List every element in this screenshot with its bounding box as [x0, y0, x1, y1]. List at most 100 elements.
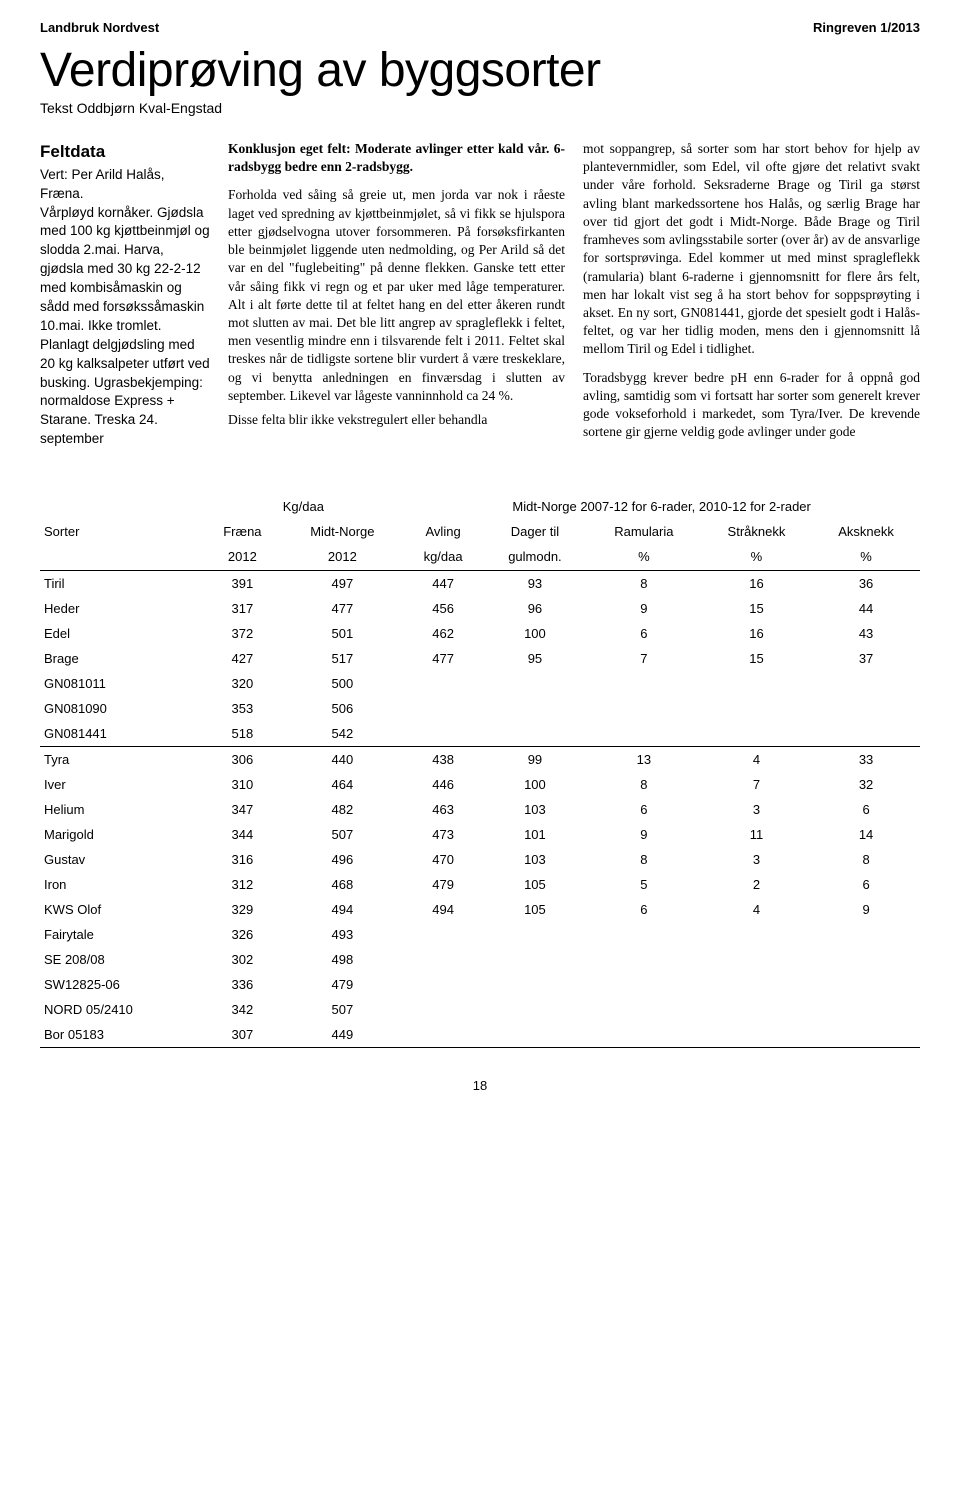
table-row: Brage4275174779571537 — [40, 646, 920, 671]
row-value: 344 — [203, 822, 281, 847]
byline: Tekst Oddbjørn Kval-Engstad — [40, 100, 920, 116]
row-value — [587, 671, 701, 696]
row-value — [483, 997, 587, 1022]
results-table: Kg/daa Midt-Norge 2007-12 for 6-rader, 2… — [40, 499, 920, 1048]
row-value: 500 — [281, 671, 403, 696]
row-value — [701, 922, 812, 947]
table-row: Marigold34450747310191114 — [40, 822, 920, 847]
row-value — [403, 997, 483, 1022]
row-value: 8 — [587, 571, 701, 597]
table-row: Edel37250146210061643 — [40, 621, 920, 646]
row-value: 302 — [203, 947, 281, 972]
row-value — [483, 922, 587, 947]
col-straknekk: Stråknekk — [701, 519, 812, 544]
col2-body: Forholda ved såing så greie ut, men jord… — [228, 186, 565, 405]
row-value: 33 — [812, 747, 920, 773]
row-value: 6 — [812, 872, 920, 897]
row-value — [587, 721, 701, 747]
row-value: 6 — [587, 797, 701, 822]
row-value: 518 — [203, 721, 281, 747]
row-value — [483, 972, 587, 997]
row-value: 473 — [403, 822, 483, 847]
row-name: KWS Olof — [40, 897, 203, 922]
table-header-row1: Sorter Fræna Midt-Norge Avling Dager til… — [40, 519, 920, 544]
header-right: Ringreven 1/2013 — [813, 20, 920, 35]
row-value: 14 — [812, 822, 920, 847]
row-value: 316 — [203, 847, 281, 872]
row-name: Fairytale — [40, 922, 203, 947]
row-value: 427 — [203, 646, 281, 671]
row-value: 37 — [812, 646, 920, 671]
row-value: 8 — [587, 847, 701, 872]
row-value: 501 — [281, 621, 403, 646]
row-value: 32 — [812, 772, 920, 797]
row-value: 44 — [812, 596, 920, 621]
table-row: SE 208/08302498 — [40, 947, 920, 972]
row-value — [483, 671, 587, 696]
table-row: Heder3174774569691544 — [40, 596, 920, 621]
row-value: 9 — [587, 596, 701, 621]
row-name: Gustav — [40, 847, 203, 872]
row-value — [587, 696, 701, 721]
col-dager: Dager til — [483, 519, 587, 544]
row-value: 456 — [403, 596, 483, 621]
table-row: Fairytale326493 — [40, 922, 920, 947]
table-row: GN081441518542 — [40, 721, 920, 747]
row-value — [812, 696, 920, 721]
row-value: 479 — [403, 872, 483, 897]
table-row: SW12825-06336479 — [40, 972, 920, 997]
row-value — [701, 972, 812, 997]
row-value: 105 — [483, 897, 587, 922]
row-value: 317 — [203, 596, 281, 621]
row-value — [701, 947, 812, 972]
row-value: 15 — [701, 646, 812, 671]
row-name: Marigold — [40, 822, 203, 847]
table-row: Helium347482463103636 — [40, 797, 920, 822]
row-value — [403, 947, 483, 972]
col2-tail: Disse felta blir ikke vekstregulert elle… — [228, 411, 565, 429]
table-row: Iver3104644461008732 — [40, 772, 920, 797]
row-value: 8 — [812, 847, 920, 872]
row-value: 479 — [281, 972, 403, 997]
sidebar-heading: Feltdata — [40, 140, 210, 164]
row-name: SW12825-06 — [40, 972, 203, 997]
row-value: 446 — [403, 772, 483, 797]
row-value: 93 — [483, 571, 587, 597]
table-header-row2: 2012 2012 kg/daa gulmodn. % % % — [40, 544, 920, 571]
row-value: 372 — [203, 621, 281, 646]
row-value: 103 — [483, 847, 587, 872]
row-value: 95 — [483, 646, 587, 671]
row-value: 6 — [587, 897, 701, 922]
row-value: 482 — [281, 797, 403, 822]
row-value: 347 — [203, 797, 281, 822]
row-name: Tyra — [40, 747, 203, 773]
row-value — [483, 696, 587, 721]
row-name: Iron — [40, 872, 203, 897]
row-value — [483, 1022, 587, 1048]
row-name: Brage — [40, 646, 203, 671]
table-row: Tyra3064404389913433 — [40, 747, 920, 773]
col-fraena: Fræna — [203, 519, 281, 544]
row-value: 342 — [203, 997, 281, 1022]
row-value — [587, 947, 701, 972]
row-value: 438 — [403, 747, 483, 773]
row-name: Helium — [40, 797, 203, 822]
table-super-header: Kg/daa Midt-Norge 2007-12 for 6-rader, 2… — [40, 499, 920, 519]
row-value: 105 — [483, 872, 587, 897]
row-value: 306 — [203, 747, 281, 773]
row-value: 498 — [281, 947, 403, 972]
row-name: SE 208/08 — [40, 947, 203, 972]
row-value: 494 — [403, 897, 483, 922]
row-value: 391 — [203, 571, 281, 597]
row-value: 7 — [587, 646, 701, 671]
table-row: Iron312468479105526 — [40, 872, 920, 897]
row-value — [403, 1022, 483, 1048]
row-value: 16 — [701, 571, 812, 597]
row-value: 312 — [203, 872, 281, 897]
row-value: 101 — [483, 822, 587, 847]
row-value — [403, 972, 483, 997]
table-row: Gustav316496470103838 — [40, 847, 920, 872]
row-value: 336 — [203, 972, 281, 997]
row-value: 463 — [403, 797, 483, 822]
row-value: 8 — [587, 772, 701, 797]
